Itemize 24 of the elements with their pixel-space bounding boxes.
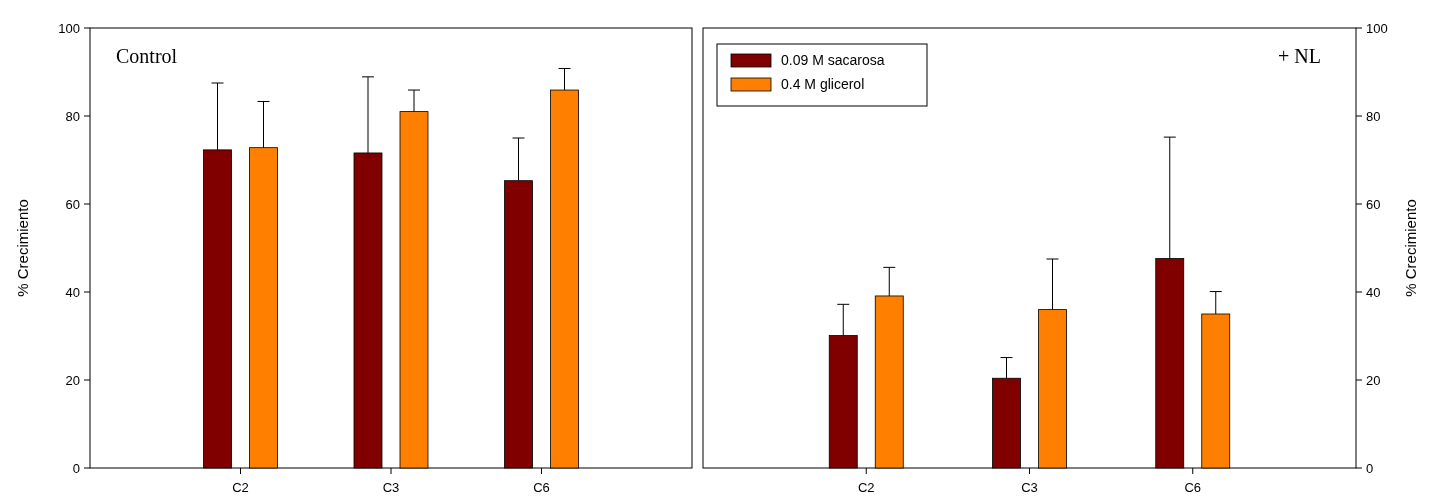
text: Control (116, 45, 178, 67)
y2-tick-label: 100 (1366, 20, 1388, 36)
y2-tick-label: 80 (1366, 108, 1381, 124)
x-tick-label: C6 (533, 480, 550, 495)
y2-tick-label: 20 (1366, 372, 1381, 388)
text: + NL (1278, 45, 1321, 67)
x-tick-label: C6 (1184, 480, 1202, 495)
y2-axis-title: % Crecimiento (1402, 199, 1419, 297)
legend-label: 0.4 M glicerol (781, 76, 865, 92)
y-tick-label: 0 (72, 460, 80, 476)
y2-tick-label: 60 (1366, 196, 1381, 212)
y-tick-label: 80 (65, 108, 80, 124)
y-tick-label: 40 (65, 284, 80, 300)
y-tick-label: 100 (58, 20, 80, 36)
y-tick-label: 60 (65, 196, 80, 212)
legend-label: 0.09 M sacarosa (781, 52, 885, 68)
x-tick-label: C3 (1021, 480, 1038, 495)
y2-tick-label: 0 (1366, 460, 1374, 476)
x-tick-label: C2 (232, 480, 249, 495)
y2-tick-label: 40 (1366, 284, 1381, 300)
y-axis-title: % Crecimiento (14, 199, 31, 297)
x-tick-label: C3 (382, 480, 400, 495)
x-tick-label: C2 (857, 480, 875, 495)
y-tick-label: 20 (65, 372, 80, 388)
